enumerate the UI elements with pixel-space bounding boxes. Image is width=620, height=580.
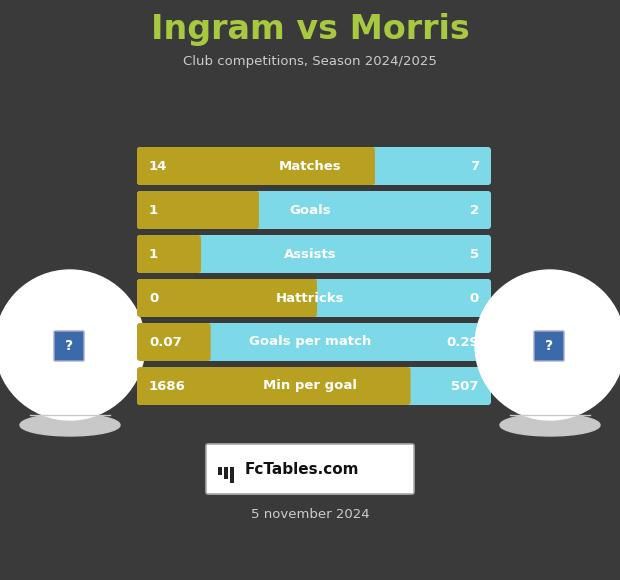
FancyBboxPatch shape: [137, 191, 259, 229]
Text: 2: 2: [470, 204, 479, 216]
Text: 14: 14: [149, 160, 167, 172]
Text: Min per goal: Min per goal: [263, 379, 357, 393]
FancyBboxPatch shape: [137, 147, 375, 185]
Text: Goals: Goals: [289, 204, 331, 216]
Ellipse shape: [500, 414, 600, 436]
FancyBboxPatch shape: [137, 235, 491, 273]
Text: 5: 5: [470, 248, 479, 260]
Ellipse shape: [20, 414, 120, 436]
FancyBboxPatch shape: [534, 331, 564, 361]
Text: Club competitions, Season 2024/2025: Club competitions, Season 2024/2025: [183, 56, 437, 68]
FancyBboxPatch shape: [137, 279, 491, 317]
FancyBboxPatch shape: [137, 323, 491, 361]
FancyBboxPatch shape: [230, 467, 234, 483]
Text: ?: ?: [545, 339, 553, 353]
FancyBboxPatch shape: [224, 467, 228, 479]
FancyBboxPatch shape: [137, 279, 317, 317]
Text: Hattricks: Hattricks: [276, 292, 344, 304]
Text: 0.29: 0.29: [446, 335, 479, 349]
FancyBboxPatch shape: [137, 367, 491, 405]
Text: 0.07: 0.07: [149, 335, 182, 349]
Text: Ingram vs Morris: Ingram vs Morris: [151, 13, 469, 46]
Text: FcTables.com: FcTables.com: [245, 462, 360, 477]
Circle shape: [475, 270, 620, 420]
FancyBboxPatch shape: [137, 367, 410, 405]
FancyBboxPatch shape: [137, 147, 491, 185]
FancyBboxPatch shape: [54, 331, 84, 361]
FancyBboxPatch shape: [206, 444, 414, 494]
FancyBboxPatch shape: [137, 235, 201, 273]
Text: 0: 0: [149, 292, 158, 304]
Text: Goals per match: Goals per match: [249, 335, 371, 349]
Text: ?: ?: [65, 339, 73, 353]
Text: 7: 7: [470, 160, 479, 172]
FancyBboxPatch shape: [137, 323, 211, 361]
FancyBboxPatch shape: [218, 467, 222, 475]
FancyBboxPatch shape: [137, 191, 491, 229]
Text: 5 november 2024: 5 november 2024: [250, 509, 370, 521]
Text: 1: 1: [149, 204, 158, 216]
Text: 0: 0: [470, 292, 479, 304]
Text: 1: 1: [149, 248, 158, 260]
Text: Matches: Matches: [278, 160, 342, 172]
Text: Assists: Assists: [284, 248, 336, 260]
Text: 507: 507: [451, 379, 479, 393]
Text: 1686: 1686: [149, 379, 186, 393]
Circle shape: [0, 270, 145, 420]
